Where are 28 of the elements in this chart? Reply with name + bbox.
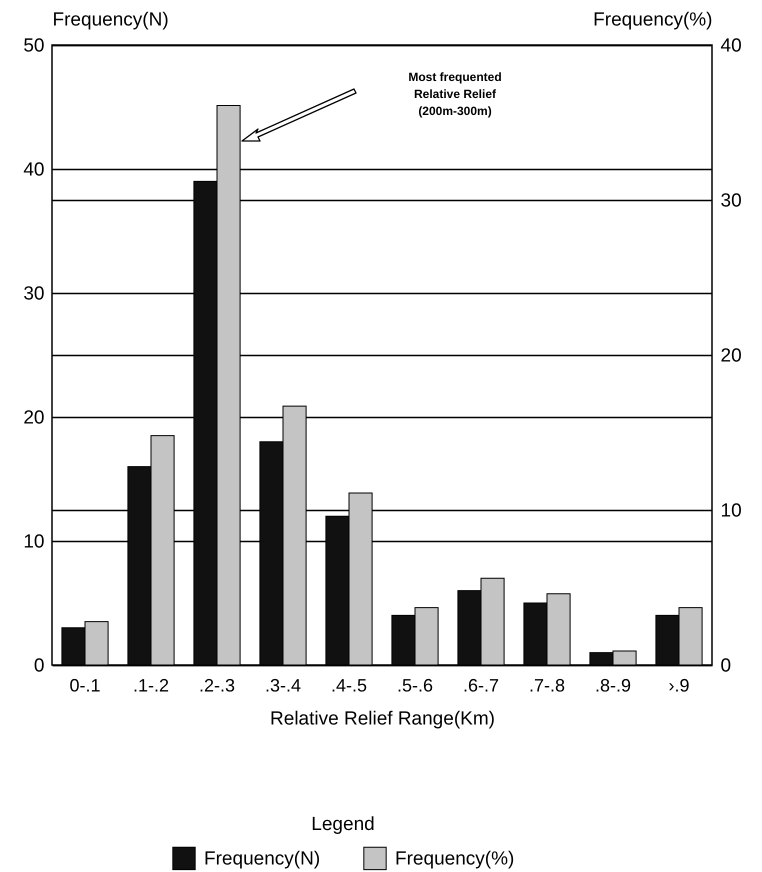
x-axis-title: Relative Relief Range(Km) <box>270 708 495 730</box>
x-tick-label: 0-.1 <box>69 676 101 696</box>
y-tick-label: 40 <box>23 160 44 180</box>
legend-title: Legend <box>311 814 375 835</box>
x-tick-label: .2-.3 <box>198 676 236 696</box>
x-tick-label: ›.9 <box>668 676 690 696</box>
annotation: Most frequented Relative Relief (200m-300m) <box>408 70 502 118</box>
y-axis-title: Frequency(N) <box>52 10 169 30</box>
y2-tick-label: 30 <box>720 190 742 212</box>
y-tick-label: 30 <box>23 284 44 304</box>
x-tick-label: .7-.8 <box>528 676 566 696</box>
x-tick-label: .8-.9 <box>594 676 632 696</box>
y-tick-label: 0 <box>34 656 44 676</box>
y-tick-label: 10 <box>23 532 44 552</box>
y2-tick-label: 20 <box>720 346 742 366</box>
x-tick-label: .6-.7 <box>462 676 500 696</box>
y2-tick-label: 40 <box>720 36 742 56</box>
y2-tick-label: 0 <box>720 656 732 676</box>
x-tick-label: .4-.5 <box>330 676 368 696</box>
legend-label: Frequency(%) <box>395 848 514 870</box>
x-tick-label: .1-.2 <box>132 676 170 696</box>
y2-tick-label: 10 <box>720 500 742 522</box>
y-tick-label: 20 <box>23 408 44 428</box>
x-tick-label: .5-.6 <box>396 676 434 696</box>
legend-label: Frequency(N) <box>204 848 320 870</box>
x-tick-label: .3-.4 <box>264 676 302 696</box>
y-tick-label: 50 <box>23 36 44 56</box>
y2-axis-title: Frequency(%) <box>593 10 712 30</box>
